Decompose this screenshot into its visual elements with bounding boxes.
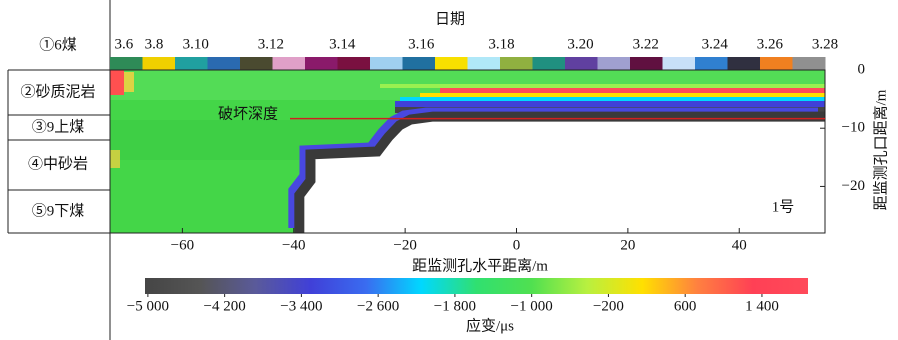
date-bar	[110, 57, 826, 70]
y-axis-title: 距监测孔口距离/m	[872, 89, 889, 210]
colorbar-tick-label: 1 400	[745, 298, 779, 314]
date-block	[565, 57, 598, 70]
date-label: 3.10	[183, 36, 209, 52]
date-block	[500, 57, 533, 70]
colorbar-tick-label: −4 200	[204, 298, 246, 314]
date-block	[662, 57, 696, 70]
date-block	[402, 57, 436, 70]
date-block	[435, 57, 468, 70]
date-block	[727, 57, 761, 70]
x-tick-label: −40	[282, 237, 305, 253]
stratum-label: ①6煤	[39, 36, 77, 53]
y-tick-label: 0	[858, 61, 866, 77]
date-block	[142, 57, 176, 70]
colorbar	[145, 278, 808, 294]
stratum-label: ⑤9下煤	[32, 202, 85, 219]
date-block	[792, 57, 826, 70]
strain-field	[110, 70, 825, 233]
date-block	[337, 57, 371, 70]
colorbar-tick-label: −5 000	[127, 298, 169, 314]
x-tick-label: −60	[171, 237, 194, 253]
date-block	[467, 57, 501, 70]
date-label: 3.28	[812, 36, 838, 52]
x-tick-label: −20	[393, 237, 416, 253]
x-tick-label: 0	[513, 237, 521, 253]
stratum-label: ③9上煤	[32, 118, 85, 135]
date-block	[272, 57, 306, 70]
x-tick-label: 40	[732, 237, 747, 253]
date-block	[207, 57, 241, 70]
panel-label: 1号	[772, 199, 795, 215]
date-label: 3.6	[115, 36, 134, 52]
date-label: 3.12	[258, 36, 284, 52]
date-block	[760, 57, 793, 70]
date-label: 3.26	[757, 36, 784, 52]
date-label: 3.18	[488, 36, 514, 52]
colorbar-title: 应变/μs	[466, 316, 514, 334]
date-label: 3.20	[567, 36, 593, 52]
date-label: 3.8	[145, 36, 164, 52]
colorbar-tick-label: −1 800	[434, 298, 476, 314]
date-block	[695, 57, 728, 70]
date-label: 3.14	[329, 36, 356, 52]
top-axis-title: 日期	[435, 10, 465, 27]
date-block	[630, 57, 663, 70]
date-block	[175, 57, 208, 70]
date-block	[532, 57, 566, 70]
colorbar-tick-label: −3 400	[280, 298, 322, 314]
stratum-label: ②砂质泥岩	[20, 83, 95, 100]
y-tick-label: −10	[842, 120, 865, 136]
date-label: 3.22	[633, 36, 659, 52]
date-block	[597, 57, 631, 70]
colorbar-tick-label: 600	[674, 298, 697, 314]
date-label: 3.16	[408, 36, 435, 52]
damage-halo	[288, 107, 818, 228]
x-tick-label: 20	[620, 237, 635, 253]
damage-zone	[299, 116, 825, 233]
date-block	[240, 57, 273, 70]
date-label: 3.24	[702, 36, 729, 52]
x-axis-title: 距监测孔水平距离/m	[412, 257, 548, 274]
colorbar-tick-label: −2 600	[357, 298, 399, 314]
colorbar-tick-label: −200	[593, 298, 624, 314]
date-block	[305, 57, 338, 70]
y-tick-label: −20	[842, 178, 865, 194]
colorbar-tick-label: −1 000	[511, 298, 553, 314]
date-block	[110, 57, 143, 70]
plot-frame	[109, 69, 826, 234]
date-block	[370, 57, 403, 70]
annotation: 破坏深度	[218, 105, 278, 122]
stratum-label: ④中砂岩	[28, 155, 88, 172]
